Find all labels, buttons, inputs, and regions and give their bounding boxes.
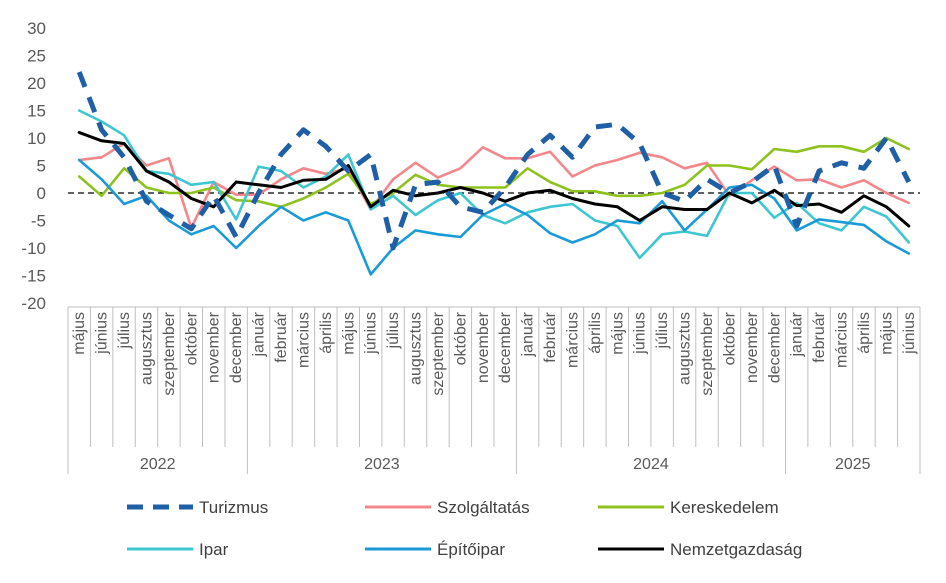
legend-label-3: Ipar	[199, 540, 229, 559]
x-month-label: május	[609, 312, 626, 355]
x-month-label: szeptember	[699, 311, 716, 395]
series-line-4	[77, 158, 911, 276]
x-month-label: május	[71, 312, 88, 355]
legend-label-2: Kereskedelem	[670, 498, 779, 517]
x-month-label: október	[183, 311, 200, 365]
x-month-label: május	[340, 312, 357, 355]
x-month-label: augusztus	[408, 312, 425, 385]
x-month-label: április	[587, 312, 604, 354]
series-lines	[76, 71, 912, 276]
x-month-label: augusztus	[138, 312, 155, 385]
year-label: 2023	[364, 456, 400, 473]
x-month-label: április	[856, 312, 873, 354]
y-tick-label: -15	[21, 267, 46, 286]
x-month-label: július	[385, 312, 402, 349]
y-tick-label: 30	[27, 19, 46, 38]
x-month-label: december	[497, 311, 514, 383]
x-month-label: szeptember	[430, 311, 447, 395]
x-month-label: november	[475, 311, 492, 383]
y-tick-label: -10	[21, 239, 46, 258]
x-month-label: december	[228, 311, 245, 383]
x-month-label: március	[295, 312, 312, 368]
y-axis: 30 25 20 15 10 5 0 -5 -10 -15 -20	[21, 19, 920, 313]
y-tick-label: -5	[31, 212, 46, 231]
year-label: 2025	[835, 456, 871, 473]
x-month-label: június	[94, 312, 111, 355]
y-tick-label: 10	[27, 129, 46, 148]
x-axis: május június július augusztus szeptember októ…	[67, 306, 921, 474]
year-label: 2024	[633, 456, 669, 473]
legend-label-5: Nemzetgazdaság	[670, 540, 802, 559]
x-month-label: január	[520, 311, 537, 357]
legend-label-0: Turizmus	[199, 498, 268, 517]
series-line-0	[76, 71, 912, 251]
x-month-label: január	[251, 311, 268, 357]
x-month-label: március	[564, 312, 581, 368]
x-month-label: március	[834, 312, 851, 368]
y-tick-label: 5	[37, 157, 46, 176]
series-line-3	[77, 109, 911, 260]
x-month-label: október	[452, 311, 469, 365]
x-month-label: február	[273, 311, 290, 362]
series-line-1	[77, 142, 911, 229]
x-month-label: november	[206, 311, 223, 383]
x-month-label: február	[811, 311, 828, 362]
legend-label-1: Szolgáltatás	[437, 498, 530, 517]
x-month-label: június	[363, 312, 380, 355]
y-tick-label: 15	[27, 102, 46, 121]
x-month-label: november	[744, 311, 761, 383]
legend: Turizmus Szolgáltatás Kereskedelem Ipar Épít…	[127, 498, 802, 559]
x-month-label: augusztus	[677, 312, 694, 385]
y-tick-label: -20	[21, 294, 46, 313]
x-month-label: május	[878, 312, 895, 355]
x-month-label: február	[542, 311, 559, 362]
x-month-label: december	[766, 311, 783, 383]
x-month-label: június	[632, 312, 649, 355]
x-month-label: június	[901, 312, 918, 355]
x-month-label: január	[789, 311, 806, 357]
legend-label-4: Építőipar	[437, 540, 505, 559]
y-tick-label: 0	[37, 184, 46, 203]
year-label: 2022	[140, 456, 176, 473]
x-month-label: szeptember	[161, 311, 178, 395]
x-month-label: július	[116, 312, 133, 349]
y-tick-label: 25	[27, 47, 46, 66]
x-month-label: október	[721, 311, 738, 365]
y-tick-label: 20	[27, 74, 46, 93]
x-month-label: április	[318, 312, 335, 354]
x-month-label: július	[654, 312, 671, 349]
